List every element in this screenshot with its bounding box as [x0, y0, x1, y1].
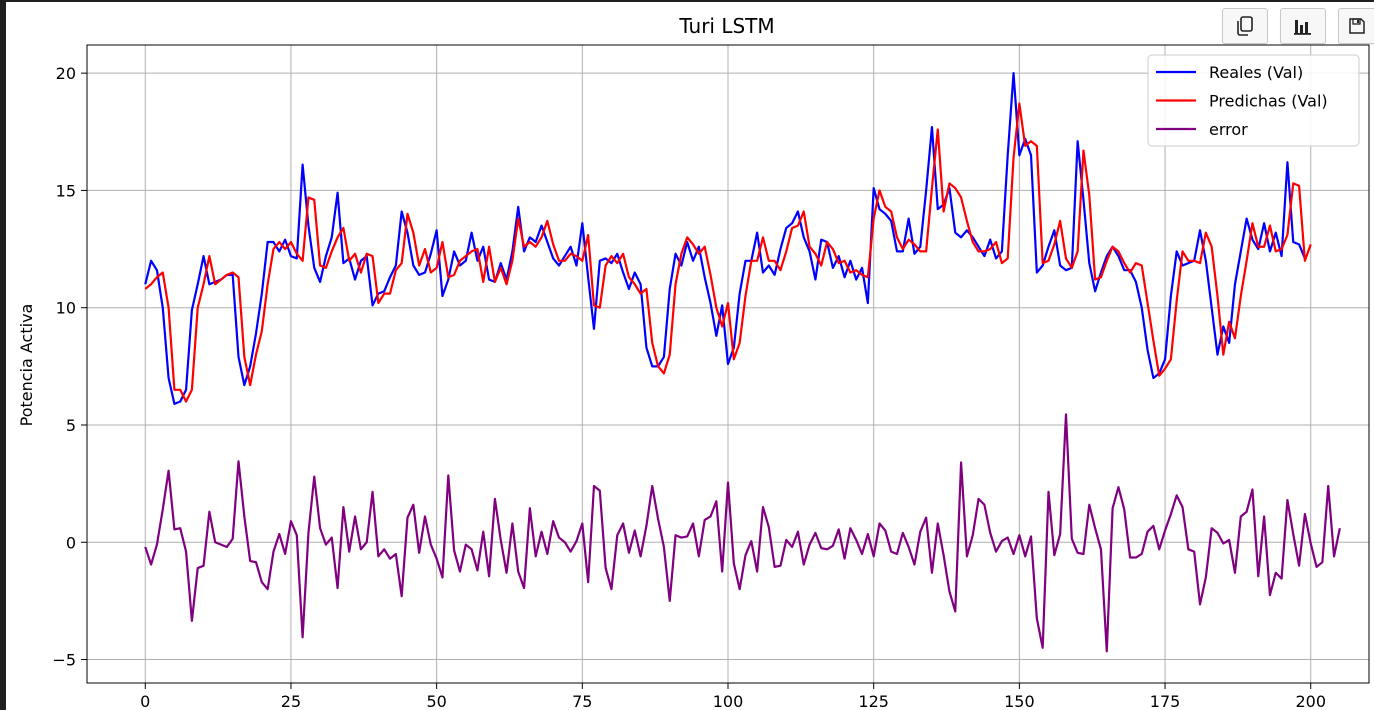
chart-button[interactable]: [1280, 8, 1326, 44]
save-button[interactable]: [1338, 8, 1374, 44]
series-line-2: [144, 413, 1341, 653]
y-axis-label: Potencia Activa: [17, 304, 36, 427]
y-tick-label: 20: [56, 64, 76, 83]
y-tick-label: 0: [66, 533, 76, 552]
y-tick-label: −5: [52, 651, 76, 670]
y-tick-label: 10: [56, 299, 76, 318]
copy-button[interactable]: [1222, 8, 1268, 44]
legend-label: Predichas (Val): [1209, 92, 1328, 111]
x-tick-label: 125: [858, 692, 889, 710]
x-tick-label: 25: [281, 692, 301, 710]
copy-icon: [1237, 16, 1253, 36]
x-tick-label: 175: [1150, 692, 1181, 710]
x-tick-label: 100: [713, 692, 744, 710]
x-tick-label: 150: [1004, 692, 1035, 710]
legend: Reales (Val) Predichas (Val) error: [1147, 54, 1360, 147]
legend-label: error: [1209, 120, 1248, 139]
series-line-1: [144, 102, 1312, 403]
x-tick-label: 50: [426, 692, 446, 710]
window-top-border: [0, 0, 1374, 2]
x-tick-label: 200: [1295, 692, 1326, 710]
figure-toolbar: [1222, 8, 1374, 44]
chart-title: Turi LSTM: [678, 14, 774, 38]
plot-area: [144, 72, 1341, 653]
save-icon: [1348, 18, 1365, 34]
series-line-0: [144, 72, 1306, 405]
axes-frame: [86, 44, 1370, 684]
axis-ticks: 0 25 50 75 100 125 150 175 200 −5 0 5 10 15 20: [52, 64, 1326, 710]
bar-chart-icon: [1294, 20, 1311, 35]
y-tick-label: 5: [66, 416, 76, 435]
x-tick-label: 0: [140, 692, 150, 710]
legend-box: [1147, 54, 1360, 147]
grid-lines: [87, 45, 1369, 683]
y-tick-label: 15: [56, 181, 76, 200]
window-left-border: [0, 0, 6, 710]
x-tick-label: 75: [572, 692, 592, 710]
legend-label: Reales (Val): [1209, 63, 1303, 82]
